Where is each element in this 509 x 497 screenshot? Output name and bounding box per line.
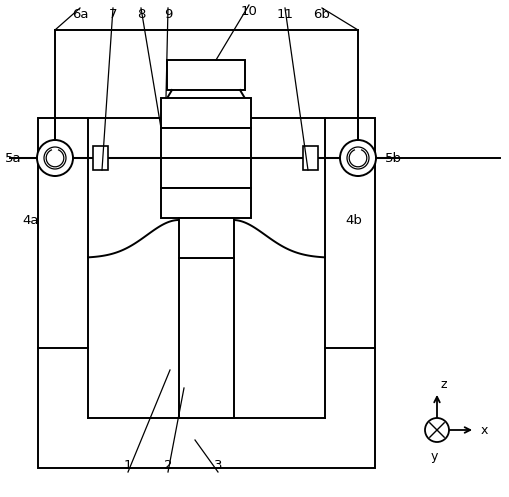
Text: y: y (430, 450, 437, 463)
Text: 10: 10 (240, 5, 257, 18)
Text: 2: 2 (163, 459, 172, 472)
Text: 1: 1 (124, 459, 132, 472)
Text: 11: 11 (276, 8, 293, 21)
Circle shape (44, 147, 66, 169)
Text: 5a: 5a (5, 152, 21, 165)
Text: 9: 9 (163, 8, 172, 21)
Circle shape (424, 418, 448, 442)
Bar (166, 60, 244, 90)
Bar (179, 258, 234, 418)
Bar (161, 128, 250, 158)
Text: x: x (480, 423, 488, 436)
Text: 8: 8 (136, 8, 145, 21)
Text: 6a: 6a (72, 8, 88, 21)
Bar (161, 98, 250, 128)
Bar (161, 188, 250, 218)
Text: z: z (440, 378, 446, 391)
Bar (161, 158, 250, 188)
Circle shape (346, 147, 369, 169)
Text: 3: 3 (213, 459, 222, 472)
Bar (93, 146, 108, 170)
Text: 6b: 6b (313, 8, 330, 21)
Circle shape (340, 140, 375, 176)
Text: 7: 7 (108, 8, 117, 21)
Bar (302, 146, 318, 170)
Text: 5b: 5b (384, 152, 401, 165)
Text: 4a: 4a (22, 214, 38, 227)
Circle shape (37, 140, 73, 176)
Bar (179, 218, 234, 258)
Text: 4b: 4b (344, 214, 361, 227)
Bar (38, 118, 374, 468)
